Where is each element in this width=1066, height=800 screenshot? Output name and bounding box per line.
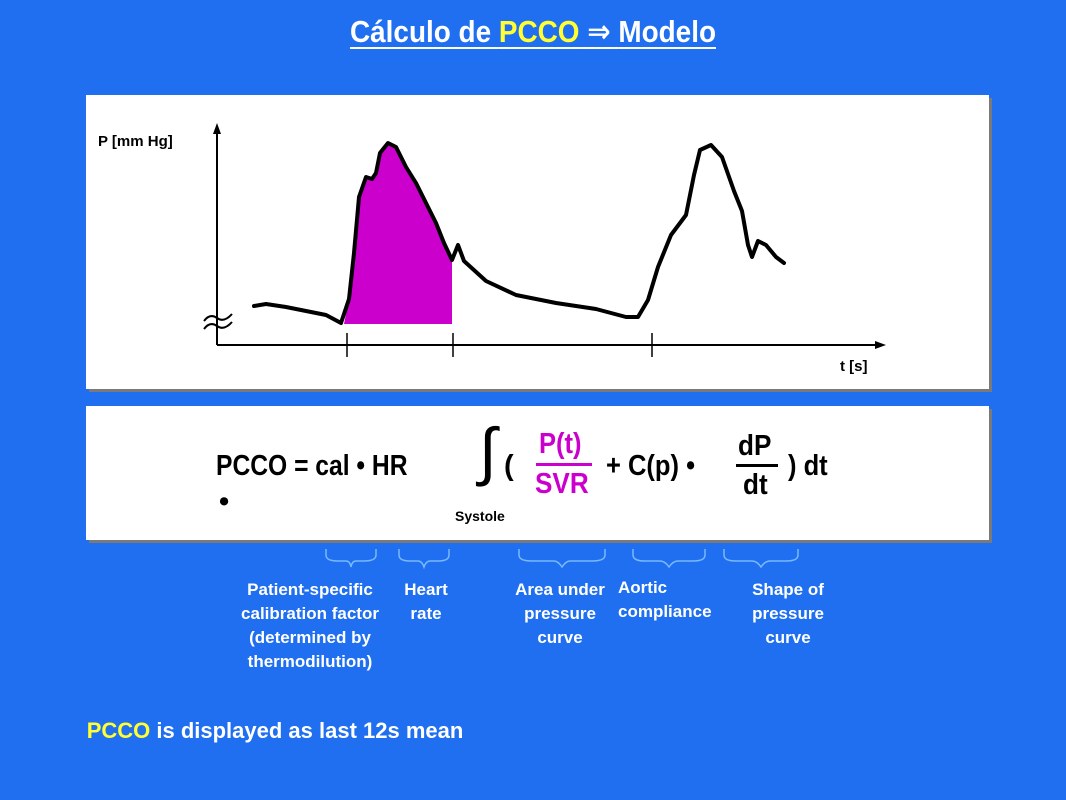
axis-break-mark [203, 313, 233, 322]
title-highlight: PCCO [498, 14, 580, 49]
title-suffix: Modelo [618, 14, 716, 49]
y-axis-arrow [213, 123, 221, 134]
integral-limit-label: Systole [455, 508, 505, 524]
underbrace [632, 549, 706, 569]
bottom-note: PCCO is displayed as last 12s mean [60, 715, 490, 747]
annotation-heart-rate: Heart rate [404, 580, 448, 623]
pressure-waveform-diagram [203, 123, 886, 357]
x-axis-label: t [s] [840, 358, 868, 375]
annotation-calibration-factor: Patient-specific calibration factor (det… [241, 580, 379, 671]
systolic-area-fill [344, 143, 452, 324]
underbrace-group [325, 549, 799, 570]
formula-bullet: • [219, 486, 230, 518]
axis-break-mark [203, 321, 233, 330]
note-text: is displayed as last 12s mean [150, 718, 464, 743]
underbrace [398, 549, 450, 570]
pressure-curve [252, 141, 786, 325]
integral-sign: ∫ [479, 415, 497, 487]
title-arrow: ⇒ [579, 14, 619, 49]
underbrace [723, 549, 799, 569]
open-paren: ( [504, 450, 514, 482]
annotation-area-under-curve: Area under pressure curve [515, 580, 605, 647]
pressure-graph-panel: P [mm Hg] t [s] [86, 95, 989, 389]
x-axis-arrow [875, 341, 886, 349]
formula-close-term: ) dt [788, 450, 828, 482]
fraction1-bar [536, 463, 592, 466]
fraction1-numerator: P(t) [539, 428, 582, 460]
annotation-shape-of-curve: Shape of pressure curve [752, 580, 824, 647]
note-highlight: PCCO [86, 718, 151, 743]
underbrace [518, 549, 606, 569]
y-axis-label: P [mm Hg] [98, 133, 173, 150]
fraction2-denominator: dt [743, 469, 768, 501]
formula-lhs: PCCO = cal • HR [216, 450, 408, 482]
formula-panel: PCCO = cal • HR • ∫ Systole ( P(t) SVR +… [86, 406, 989, 540]
slide-title: Cálculo de PCCO ⇒ Modelo [53, 14, 1012, 50]
annotation-aortic-compliance: Aortic compliance [618, 578, 712, 621]
title-prefix: Cálculo de [350, 14, 499, 49]
fraction2-bar [736, 464, 778, 467]
underbrace [325, 549, 377, 568]
fraction1-denominator: SVR [535, 468, 589, 500]
formula-middle-term: + C(p) • [606, 450, 696, 482]
fraction2-numerator: dP [738, 430, 772, 462]
